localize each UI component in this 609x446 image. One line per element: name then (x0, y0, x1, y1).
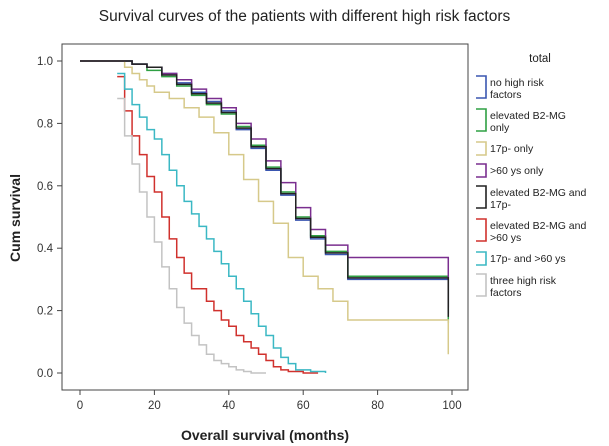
legend-marker-3 (476, 141, 487, 156)
x-tick-label: 40 (222, 400, 235, 412)
legend-label-6: elevated B2-MG and (490, 220, 586, 232)
x-tick-label: 80 (371, 400, 384, 412)
legend-marker-7 (476, 251, 487, 266)
legend-label-2: only (490, 122, 510, 134)
series-line-8 (117, 97, 266, 374)
plot-frame (61, 43, 469, 391)
survival-curves (80, 60, 450, 374)
legend-marker-4 (476, 163, 487, 178)
legend-marker-1 (476, 75, 487, 99)
x-tick-label: 60 (297, 400, 310, 412)
y-tick-label: 0.2 (37, 306, 53, 318)
legend-label-1: factors (490, 89, 522, 101)
y-tick-label: 0.4 (37, 243, 54, 255)
legend-label-6: >60 ys (490, 232, 521, 244)
legend-label-3: 17p- only (490, 143, 534, 155)
chart-title: Survival curves of the patients with dif… (98, 8, 511, 25)
legend-label-7: 17p- and >60 ys (490, 253, 566, 265)
series-line-7 (117, 72, 327, 373)
legend-marker-2 (476, 108, 487, 132)
series-line-6 (117, 75, 319, 374)
x-tick-label: 20 (148, 400, 161, 412)
legend-label-2: elevated B2-MG (490, 110, 566, 122)
legend-marker-8 (476, 273, 487, 297)
plot-area (61, 43, 469, 391)
legend-title: total (529, 53, 551, 65)
legend-label-5: elevated B2-MG and (490, 187, 586, 199)
x-tick-label: 100 (442, 400, 461, 412)
series-line-4 (80, 60, 450, 308)
series-line-2 (80, 60, 450, 324)
series-line-3 (80, 60, 450, 355)
y-axis-label: Cum survival (7, 174, 23, 262)
legend-label-5: 17p- (490, 199, 512, 211)
legend-label-8: factors (490, 287, 522, 299)
y-tick-label: 0.8 (37, 118, 53, 130)
axis-ticks: 0.0 0.2 0.4 0.6 0.8 1.0 0 20 40 60 80 100 (37, 56, 462, 412)
legend-label-1: no high risk (490, 77, 544, 89)
series-line-5 (80, 60, 450, 317)
y-tick-label: 1.0 (37, 56, 53, 68)
y-tick-label: 0.0 (37, 368, 53, 380)
legend-marker-5 (476, 185, 487, 209)
x-axis-label: Overall survival (months) (181, 427, 349, 443)
legend-label-8: three high risk (490, 275, 557, 287)
y-tick-label: 0.6 (37, 181, 53, 193)
legend-marker-6 (476, 218, 487, 242)
legend-label-4: >60 ys only (490, 165, 544, 177)
x-tick-label: 0 (77, 400, 83, 412)
